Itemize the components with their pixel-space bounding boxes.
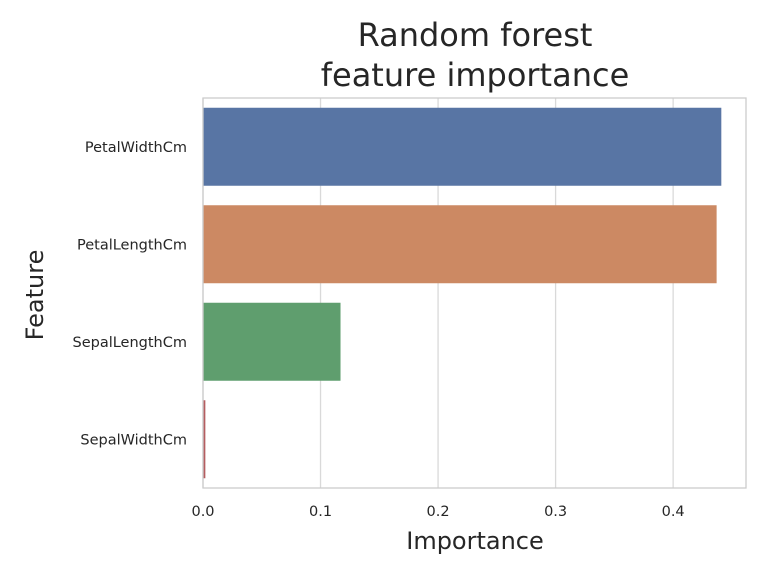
x-tick-label-1: 0.1 [309, 504, 332, 520]
x-tick-label-3: 0.3 [544, 504, 567, 520]
x-tick-labels: 0.0 0.1 0.2 0.3 0.4 [191, 504, 684, 520]
chart-title-line-1: Random forest [358, 16, 593, 54]
bar-petalwidthcm [203, 107, 722, 186]
y-tick-label-petalwidthcm: PetalWidthCm [85, 140, 187, 156]
y-tick-label-sepalwidthcm: SepalWidthCm [80, 432, 187, 448]
chart-title-line-2: feature importance [321, 56, 630, 94]
y-tick-label-petallengthcm: PetalLengthCm [77, 237, 187, 253]
y-tick-labels: PetalWidthCm PetalLengthCm SepalLengthCm Se… [72, 140, 187, 449]
bar-petallengthcm [203, 205, 717, 284]
x-tick-label-0: 0.0 [191, 504, 214, 520]
y-tick-label-sepallengthcm: SepalLengthCm [72, 335, 187, 351]
x-tick-label-4: 0.4 [662, 504, 685, 520]
bar-sepallengthcm [203, 302, 341, 381]
bars [203, 107, 722, 479]
y-axis-label: Feature [21, 250, 49, 341]
x-axis-label: Importance [406, 527, 544, 555]
bar-sepalwidthcm [203, 400, 206, 479]
x-tick-label-2: 0.2 [427, 504, 450, 520]
plot-frame [202, 97, 747, 489]
